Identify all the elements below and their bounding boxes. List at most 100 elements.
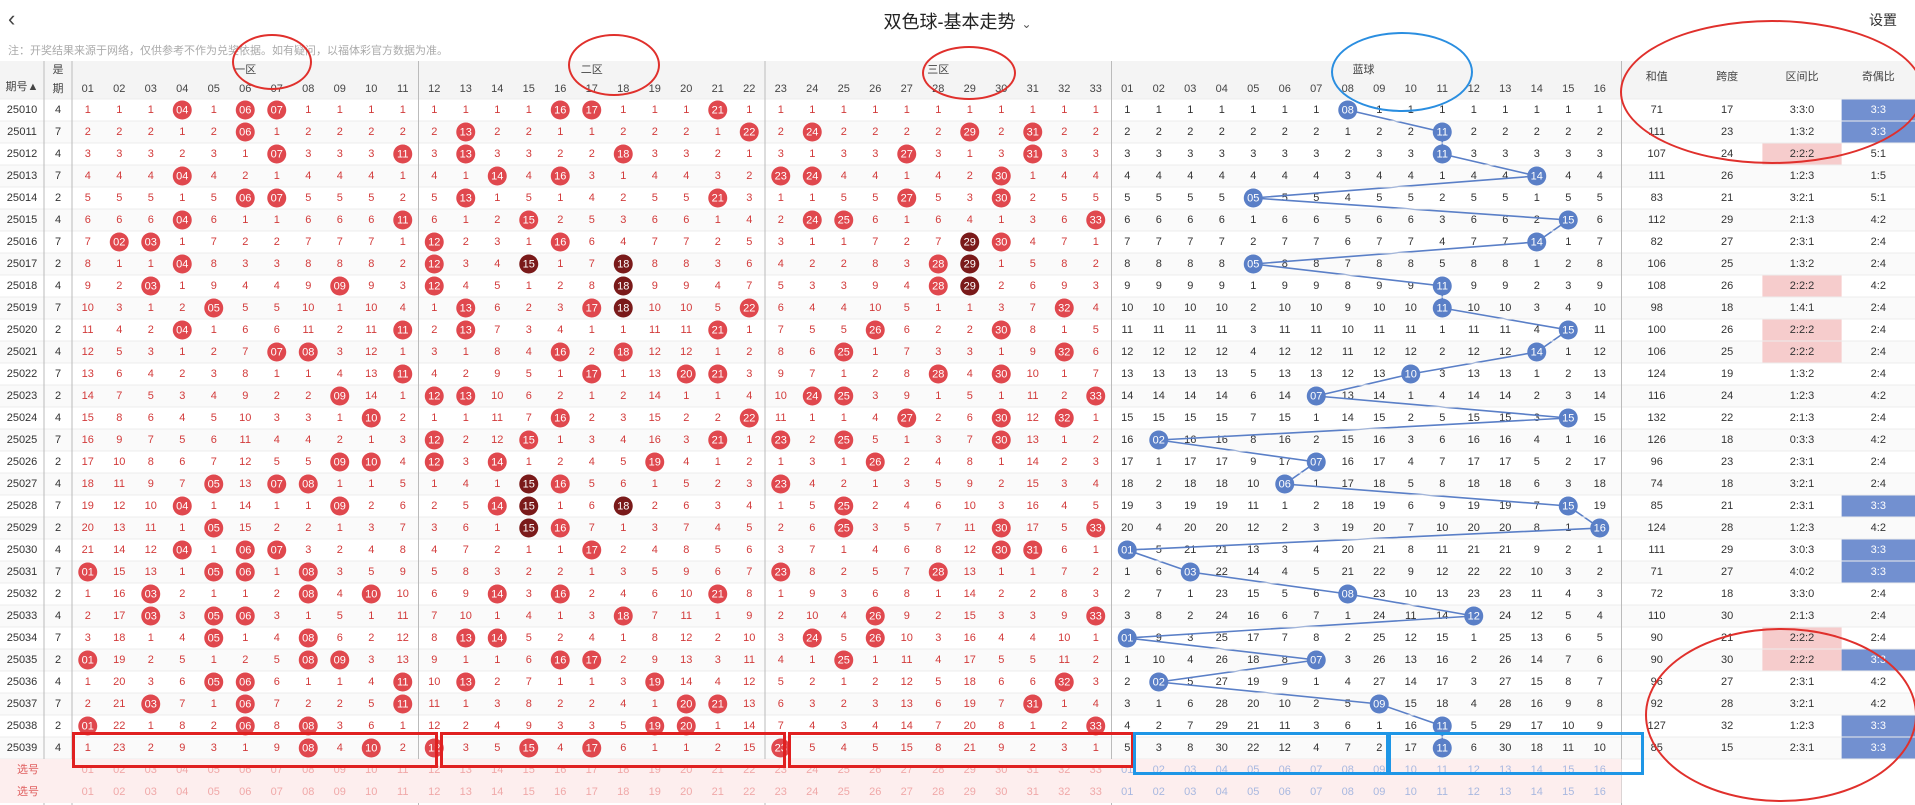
select-red-number[interactable]: 14: [491, 786, 503, 798]
select-red-number[interactable]: 15: [523, 786, 535, 798]
select-red-number[interactable]: 01: [82, 786, 94, 798]
select-red-number[interactable]: 18: [617, 786, 629, 798]
select-blue-number[interactable]: 13: [1499, 764, 1511, 776]
select-red-number[interactable]: 13: [460, 786, 472, 798]
select-red-number[interactable]: 15: [523, 764, 535, 776]
select-red-number[interactable]: 26: [869, 786, 881, 798]
select-red-number[interactable]: 06: [239, 786, 251, 798]
select-red-number[interactable]: 33: [1090, 764, 1102, 776]
select-red-number[interactable]: 30: [995, 764, 1007, 776]
select-red-number[interactable]: 29: [964, 786, 976, 798]
select-red-number[interactable]: 11: [397, 764, 408, 776]
chevron-down-icon[interactable]: ⌄: [1021, 17, 1032, 31]
select-blue-number[interactable]: 07: [1310, 764, 1322, 776]
select-red-number[interactable]: 06: [239, 764, 251, 776]
select-blue-number[interactable]: 04: [1216, 764, 1228, 776]
select-blue-number[interactable]: 03: [1184, 786, 1196, 798]
select-red-number[interactable]: 12: [428, 786, 440, 798]
select-red-number[interactable]: 18: [617, 764, 629, 776]
select-red-number[interactable]: 31: [1027, 764, 1039, 776]
select-red-number[interactable]: 32: [1058, 764, 1070, 776]
select-blue-number[interactable]: 09: [1373, 786, 1385, 798]
select-red-number[interactable]: 05: [208, 764, 220, 776]
select-red-number[interactable]: 19: [649, 786, 661, 798]
select-red-number[interactable]: 04: [176, 764, 188, 776]
select-red-number[interactable]: 01: [82, 764, 94, 776]
select-red-number[interactable]: 30: [995, 786, 1007, 798]
select-red-number[interactable]: 22: [743, 786, 755, 798]
select-red-number[interactable]: 29: [964, 764, 976, 776]
select-red-number[interactable]: 23: [775, 786, 787, 798]
select-red-number[interactable]: 07: [271, 786, 283, 798]
select-blue-number[interactable]: 02: [1153, 764, 1165, 776]
select-red-number[interactable]: 03: [145, 786, 157, 798]
page-title[interactable]: 双色球-基本走势 ⌄: [0, 8, 1915, 34]
select-blue-number[interactable]: 12: [1468, 764, 1480, 776]
select-red-number[interactable]: 17: [586, 764, 598, 776]
select-blue-number[interactable]: 14: [1531, 764, 1543, 776]
select-red-number[interactable]: 14: [491, 764, 503, 776]
select-red-number[interactable]: 17: [586, 786, 598, 798]
select-red-number[interactable]: 25: [838, 764, 850, 776]
select-red-number[interactable]: 11: [397, 786, 408, 798]
select-red-number[interactable]: 33: [1090, 786, 1102, 798]
select-blue-number[interactable]: 13: [1499, 786, 1511, 798]
select-red-number[interactable]: 09: [334, 786, 346, 798]
back-icon[interactable]: ‹: [8, 6, 16, 31]
select-red-number[interactable]: 13: [460, 764, 472, 776]
select-red-number[interactable]: 07: [271, 764, 283, 776]
select-blue-number[interactable]: 08: [1342, 786, 1354, 798]
select-blue-number[interactable]: 03: [1184, 764, 1196, 776]
select-red-number[interactable]: 25: [838, 786, 850, 798]
select-blue-number[interactable]: 14: [1531, 786, 1543, 798]
select-red-number[interactable]: 08: [302, 764, 314, 776]
select-red-number[interactable]: 20: [680, 764, 692, 776]
select-blue-number[interactable]: 05: [1247, 786, 1259, 798]
select-red-number[interactable]: 05: [208, 786, 220, 798]
select-red-number[interactable]: 10: [365, 764, 377, 776]
issue-column-header[interactable]: 期号▲: [6, 80, 39, 93]
select-blue-number[interactable]: 08: [1342, 764, 1354, 776]
select-blue-number[interactable]: 06: [1279, 764, 1291, 776]
select-blue-number[interactable]: 15: [1562, 764, 1574, 776]
select-red-number[interactable]: 21: [712, 764, 724, 776]
select-red-number[interactable]: 04: [176, 786, 188, 798]
select-blue-number[interactable]: 16: [1594, 764, 1606, 776]
select-blue-number[interactable]: 05: [1247, 764, 1259, 776]
select-red-number[interactable]: 31: [1027, 786, 1039, 798]
select-red-number[interactable]: 16: [554, 764, 566, 776]
select-red-number[interactable]: 27: [901, 786, 913, 798]
select-blue-number[interactable]: 04: [1216, 786, 1228, 798]
select-red-number[interactable]: 02: [113, 786, 125, 798]
select-red-number[interactable]: 10: [365, 786, 377, 798]
select-red-number[interactable]: 03: [145, 764, 157, 776]
select-blue-number[interactable]: 11: [1437, 786, 1448, 798]
select-red-number[interactable]: 12: [428, 764, 440, 776]
select-red-number[interactable]: 09: [334, 764, 346, 776]
select-red-number[interactable]: 16: [554, 786, 566, 798]
select-blue-number[interactable]: 15: [1562, 786, 1574, 798]
select-blue-number[interactable]: 01: [1121, 764, 1133, 776]
select-red-number[interactable]: 24: [806, 786, 818, 798]
select-red-number[interactable]: 02: [113, 764, 125, 776]
select-red-number[interactable]: 19: [649, 764, 661, 776]
select-blue-number[interactable]: 10: [1405, 764, 1417, 776]
select-red-number[interactable]: 21: [712, 786, 724, 798]
select-red-number[interactable]: 28: [932, 764, 944, 776]
select-red-number[interactable]: 26: [869, 764, 881, 776]
select-red-number[interactable]: 23: [775, 764, 787, 776]
select-blue-number[interactable]: 09: [1373, 764, 1385, 776]
settings-button[interactable]: 设置: [1869, 12, 1897, 28]
select-blue-number[interactable]: 07: [1310, 786, 1322, 798]
select-red-number[interactable]: 32: [1058, 786, 1070, 798]
select-red-number[interactable]: 24: [806, 764, 818, 776]
select-blue-number[interactable]: 16: [1594, 786, 1606, 798]
select-red-number[interactable]: 08: [302, 786, 314, 798]
select-blue-number[interactable]: 12: [1468, 786, 1480, 798]
select-red-number[interactable]: 28: [932, 786, 944, 798]
select-red-number[interactable]: 22: [743, 764, 755, 776]
select-blue-number[interactable]: 02: [1153, 786, 1165, 798]
select-blue-number[interactable]: 06: [1279, 786, 1291, 798]
select-red-number[interactable]: 27: [901, 764, 913, 776]
select-blue-number[interactable]: 11: [1437, 764, 1448, 776]
